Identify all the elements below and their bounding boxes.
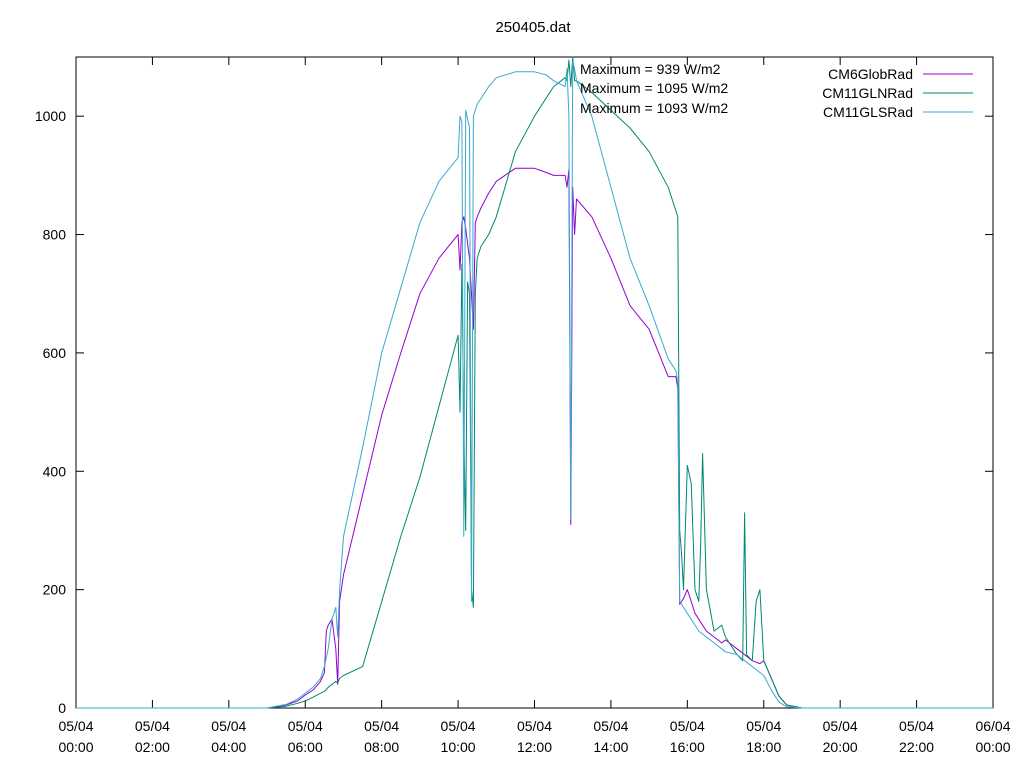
x-tick-label-time: 10:00: [441, 739, 476, 755]
x-tick-label-date: 05/04: [364, 718, 399, 734]
x-tick-label-time: 16:00: [670, 739, 705, 755]
legend: CM6GlobRad CM11GLNRad CM11GLSRad: [822, 66, 973, 120]
x-tick-label-date: 05/04: [670, 718, 705, 734]
y-tick-label: 1000: [35, 108, 66, 124]
x-tick-label-date: 05/04: [441, 718, 476, 734]
x-tick-label-date: 05/04: [135, 718, 170, 734]
x-tick-label-time: 18:00: [746, 739, 781, 755]
x-tick-label-date: 05/04: [288, 718, 323, 734]
y-tick-label: 0: [58, 700, 66, 716]
x-tick-label-time: 00:00: [975, 739, 1010, 755]
max-annotations: Maximum = 939 W/m2 Maximum = 1095 W/m2 M…: [580, 61, 728, 116]
x-tick-label-time: 08:00: [364, 739, 399, 755]
annotation-max-1: Maximum = 939 W/m2: [580, 61, 721, 77]
series-line-cm6globrad: [76, 167, 993, 709]
x-tick-label-date: 05/04: [211, 718, 246, 734]
y-tick-label: 400: [43, 463, 67, 479]
y-tick-label: 200: [43, 582, 67, 598]
legend-label-cm6globrad: CM6GlobRad: [828, 66, 913, 82]
x-tick-label-time: 02:00: [135, 739, 170, 755]
plot-frame: [75, 56, 994, 709]
x-tick-label-time: 12:00: [517, 739, 552, 755]
x-tick-label-time: 22:00: [899, 739, 934, 755]
x-tick-label-time: 14:00: [593, 739, 628, 755]
annotation-max-3: Maximum = 1093 W/m2: [580, 100, 728, 116]
x-tick-label-date: 05/04: [746, 718, 781, 734]
series-line-cm11glsrad: [76, 60, 993, 709]
x-tick-label-date: 05/04: [593, 718, 628, 734]
x-tick-label-time: 04:00: [211, 739, 246, 755]
chart-title: 250405.dat: [495, 19, 571, 36]
x-tick-label-date: 05/04: [517, 718, 552, 734]
series-lines: [76, 56, 993, 709]
x-tick-label-date: 05/04: [823, 718, 858, 734]
x-tick-label-time: 20:00: [823, 739, 858, 755]
x-tick-label-date: 05/04: [899, 718, 934, 734]
legend-label-cm11glsrad: CM11GLSRad: [823, 104, 913, 120]
y-tick-label: 800: [43, 227, 67, 243]
x-tick-label-date: 06/04: [975, 718, 1010, 734]
annotation-max-2: Maximum = 1095 W/m2: [580, 80, 728, 96]
x-tick-label-time: 00:00: [58, 739, 93, 755]
x-axis: 05/04 00:00 05/04 02:00 05/04 04:00 05/04 06:00…: [58, 57, 1011, 755]
x-tick-label-time: 06:00: [288, 739, 323, 755]
y-axis: 0 200 400 600 800 1000: [35, 108, 993, 716]
legend-label-cm11glnrad: CM11GLNRad: [822, 85, 913, 101]
series-line-cm11glnrad: [76, 56, 993, 709]
x-tick-label-date: 05/04: [58, 718, 93, 734]
y-tick-label: 600: [43, 345, 67, 361]
